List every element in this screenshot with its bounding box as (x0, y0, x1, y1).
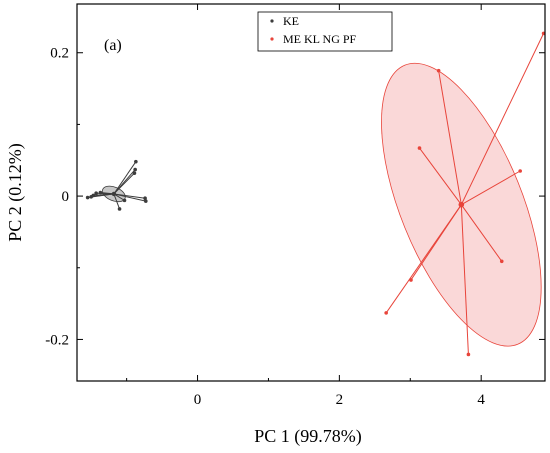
point-series-0-8 (143, 196, 147, 201)
spoke-series-1-6 (385, 204, 462, 314)
panel-label: (a) (104, 37, 122, 54)
y-axis-ticks: 0.2 0 -0.2 (45, 46, 545, 348)
point-series-0-4 (94, 191, 98, 196)
point-series-0-1 (133, 167, 137, 172)
legend-label-0: KE (283, 14, 299, 28)
y-tick-label-1: 0 (62, 189, 70, 205)
spoke-series-0-9 (113, 193, 146, 202)
point-series-0-6 (89, 195, 93, 199)
x-axis-ticks: 0 2 4 (126, 4, 485, 408)
spoke-series-1-1 (438, 70, 462, 205)
point-series-0-10 (122, 198, 127, 203)
spoke-series-0-2 (113, 172, 135, 195)
spoke-series-1-2 (419, 147, 462, 205)
spoke-series-1-4 (460, 204, 503, 262)
point-series-0-7 (85, 195, 90, 200)
spoke-series-0-11 (113, 193, 121, 210)
centroid-series-1 (458, 201, 465, 208)
x-tick-label-0: 0 (194, 392, 202, 408)
legend: KE ME KL NG PF (257, 11, 393, 52)
point-series-1-5 (409, 278, 413, 282)
point-series-0-2 (132, 171, 137, 175)
ellipse-series-1 (381, 62, 542, 347)
spoke-series-1-3 (461, 170, 521, 206)
spoke-series-1-7 (460, 204, 469, 355)
legend-label-1: ME KL NG PF (283, 32, 357, 46)
confidence-ellipses (102, 62, 542, 347)
spoke-series-1-0 (460, 33, 545, 205)
point-series-1-1 (436, 68, 441, 73)
y-tick-label-2: -0.2 (45, 332, 69, 348)
point-series-1-4 (499, 259, 504, 264)
x-axis-title: PC 1 (99.78%) (254, 426, 362, 447)
point-series-1-3 (518, 169, 522, 173)
data-points (85, 31, 546, 357)
legend-box (257, 11, 393, 52)
y-tick-label-0: 0.2 (50, 46, 69, 62)
plot-frame (76, 3, 546, 382)
point-series-1-7 (466, 352, 471, 357)
legend-marker-1 (270, 37, 274, 41)
centroid-series-0 (111, 191, 117, 197)
x-tick-label-2: 4 (477, 392, 485, 408)
point-series-1-2 (417, 146, 422, 150)
x-tick-label-1: 2 (336, 392, 344, 408)
centroid-spokes (87, 33, 545, 355)
point-series-0-0 (134, 159, 138, 164)
spoke-series-0-0 (113, 161, 137, 195)
point-series-0-11 (117, 207, 122, 211)
point-series-0-9 (143, 199, 148, 203)
point-series-0-3 (98, 190, 103, 195)
plot-area (85, 31, 546, 357)
y-axis-title: PC 2 (0.12%) (5, 143, 26, 242)
point-series-1-6 (384, 311, 388, 315)
legend-marker-0 (270, 19, 274, 23)
